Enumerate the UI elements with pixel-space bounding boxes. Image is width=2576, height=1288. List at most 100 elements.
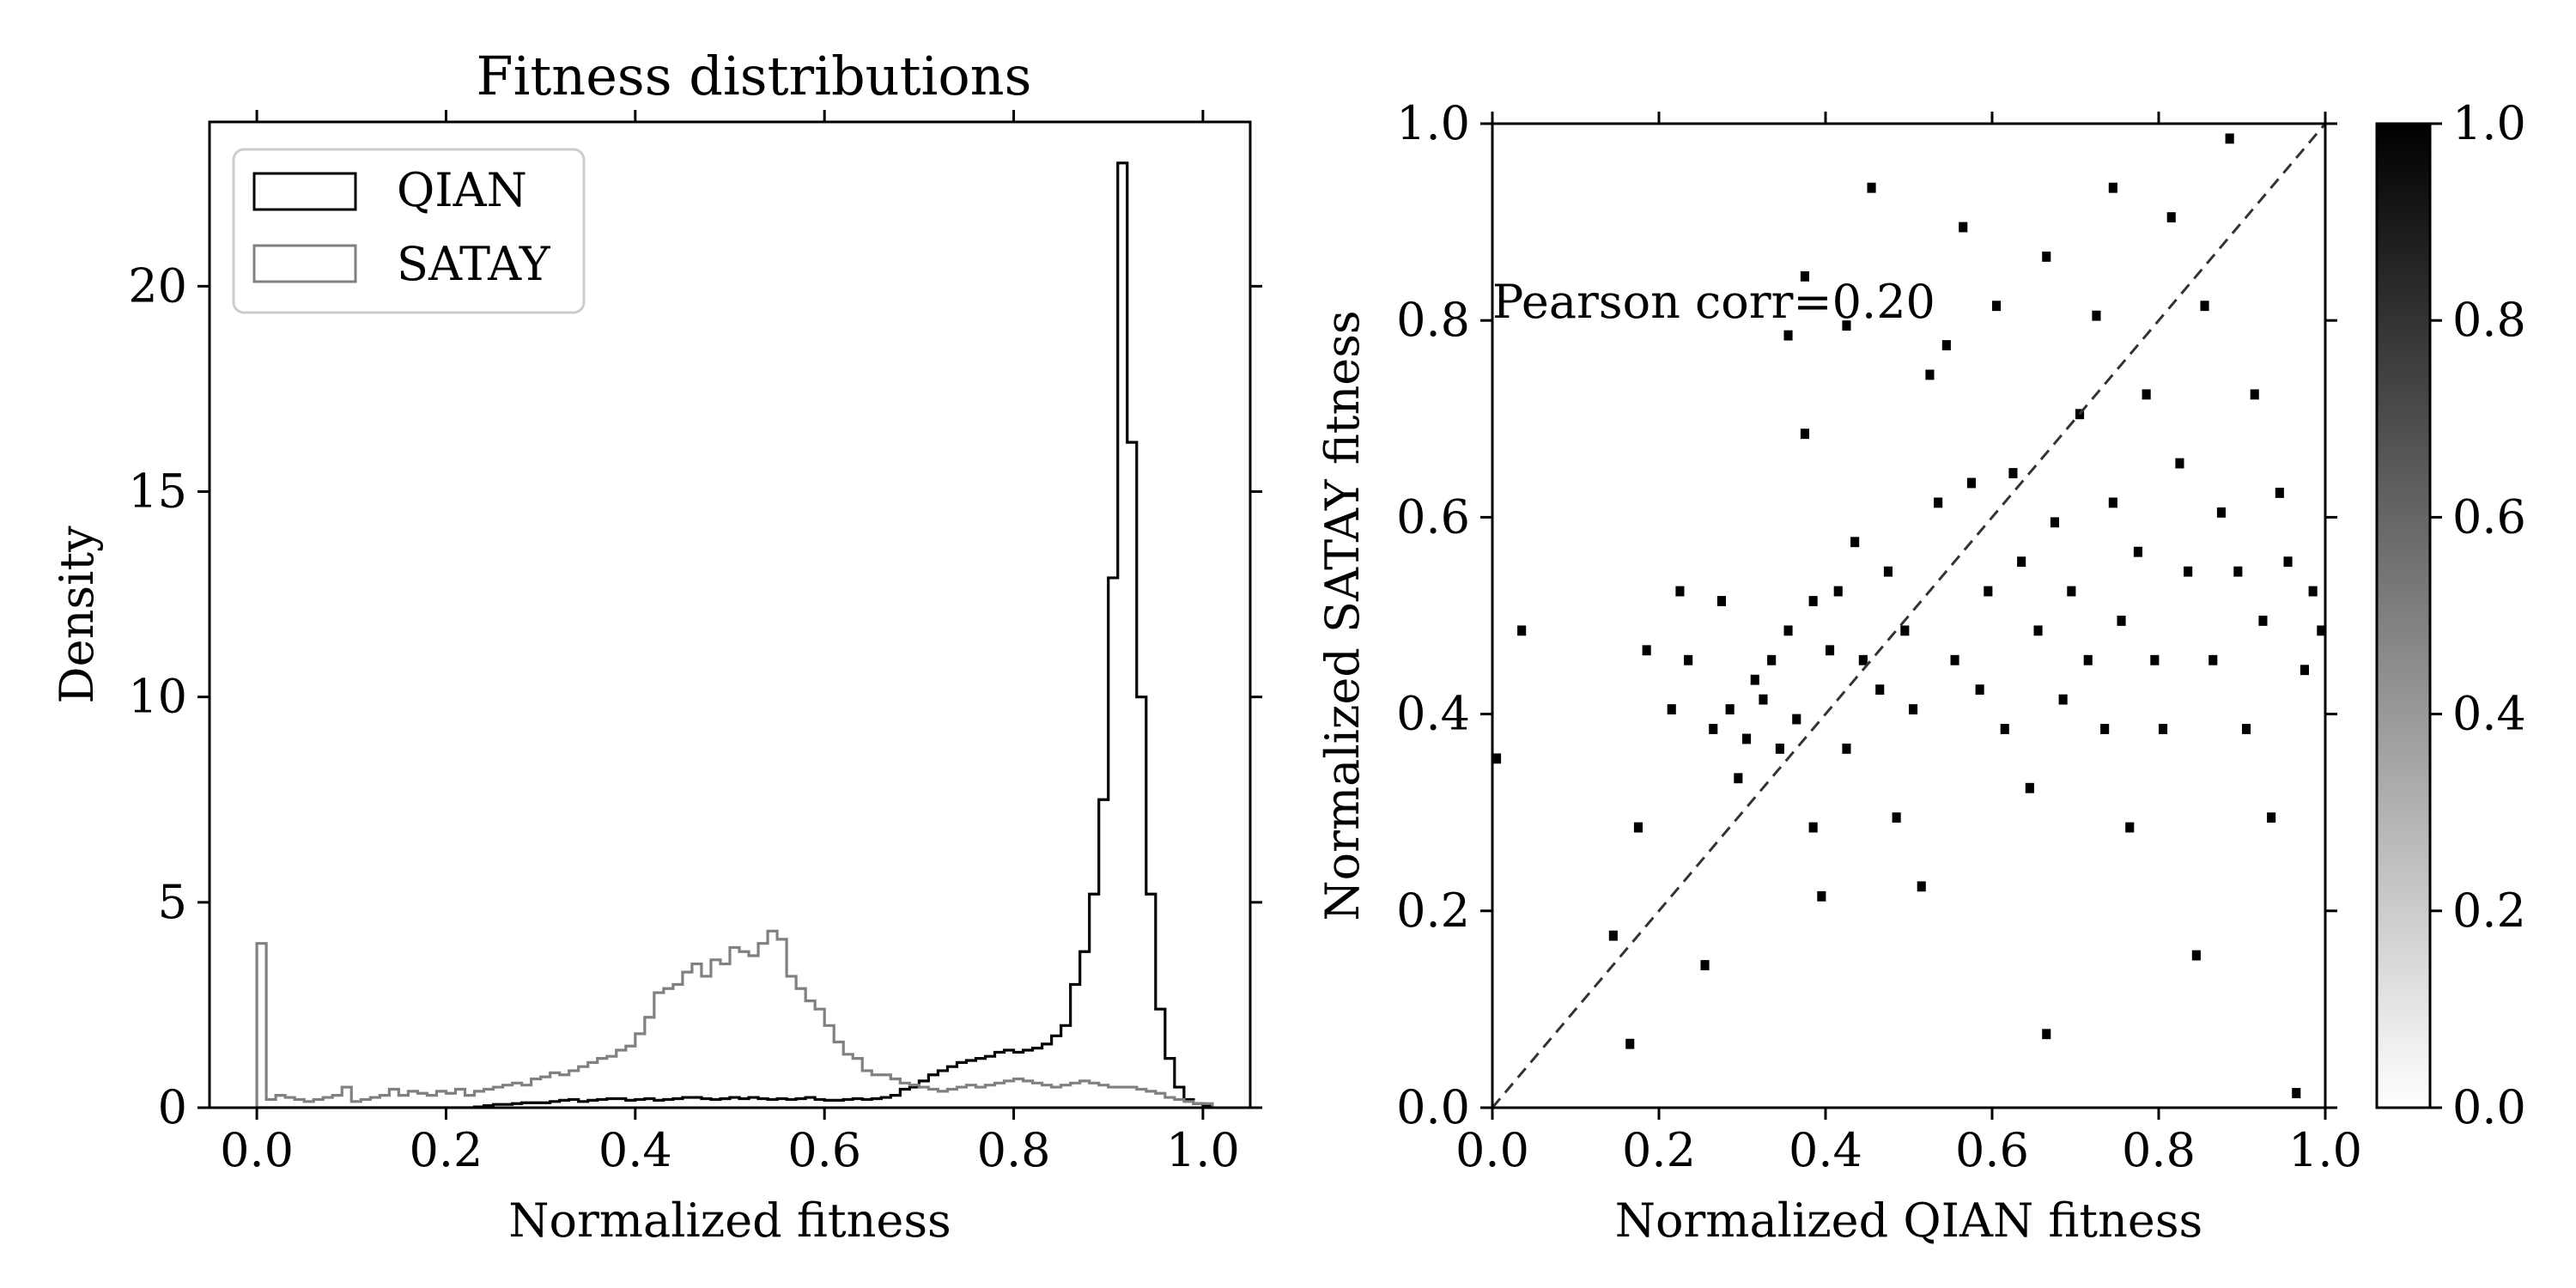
identity-reference-line: [1491, 123, 2327, 1109]
heatmap-cell: [1842, 320, 1851, 331]
heatmap-cell: [2250, 389, 2259, 400]
heatmap-cell: [1517, 625, 1527, 636]
heatmap-cell: [2100, 724, 2110, 734]
heatmap-cell: [2083, 654, 2093, 665]
heatmap-cell: [1608, 930, 1618, 941]
heatmap-cell: [1875, 684, 1885, 696]
histogram-y-tick-label: 10: [128, 670, 187, 724]
heatmap-cell: [2108, 182, 2117, 193]
heatmap-cell: [2050, 517, 2059, 528]
heatmap-cell: [1925, 369, 1935, 380]
heatmap-cell: [1759, 694, 1768, 705]
heatmap-cell: [1734, 773, 1743, 784]
heatmap-y-tick-label: 1.0: [1396, 96, 1470, 150]
heatmap-cell: [1800, 428, 1809, 440]
heatmap-x-tick-label: 0.8: [2122, 1123, 2196, 1177]
heatmap-cell: [2267, 812, 2276, 823]
histogram-plot-area: [208, 120, 1252, 1109]
legend-item-qian: QIAN: [252, 163, 527, 217]
colorbar-tick-label: 0.6: [2452, 489, 2526, 544]
heatmap-cell: [1633, 822, 1643, 833]
heatmap-cell: [1826, 645, 1835, 656]
heatmap-cell: [1941, 340, 1951, 350]
heatmap-cell: [1950, 654, 1959, 665]
heatmap-cell: [1909, 704, 1918, 714]
heatmap-y-label: Normalized SATAY fitness: [1315, 310, 1370, 920]
heatmap-cell: [1783, 625, 1793, 636]
legend-swatch-satay: [252, 244, 357, 283]
heatmap-cell: [1892, 812, 1901, 823]
heatmap-cell: [1842, 743, 1851, 754]
heatmap-cell: [2117, 616, 2126, 626]
heatmap-cell: [1800, 270, 1809, 282]
heatmap-y-tick-label: 0.6: [1396, 489, 1470, 544]
heatmap-cell: [1625, 1038, 1635, 1049]
heatmap-x-tick-label: 0.4: [1789, 1123, 1862, 1177]
heatmap-cell: [1959, 222, 1968, 233]
histogram-panel: Fitness distributions 0.0 0.2 0.4 0.6 0.8 1.0…: [50, 45, 1262, 1248]
heatmap-cell: [1917, 881, 1926, 892]
heatmap-cell: [1992, 301, 2002, 312]
heatmap-cell: [2017, 556, 2026, 568]
heatmap-cell: [1750, 674, 1759, 685]
heatmap-cell: [1792, 714, 1801, 725]
legend-item-satay: SATAY: [252, 237, 551, 291]
heatmap-cell: [1783, 330, 1793, 341]
heatmap-cell: [2033, 625, 2043, 636]
heatmap-cell: [2000, 724, 2009, 734]
heatmap-cell: [2317, 625, 2325, 636]
heatmap-cell: [1975, 684, 1984, 696]
heatmap-cells-group: [1492, 133, 2325, 1098]
histogram-legend: QIAN SATAY: [232, 148, 586, 314]
heatmap-cell: [2225, 133, 2234, 144]
legend-label-qian: QIAN: [397, 163, 527, 217]
heatmap-cell: [2191, 950, 2201, 961]
heatmap-cell: [1966, 477, 1976, 489]
heatmap-cell: [2258, 616, 2268, 626]
histogram-y-ticks: 0 5 10 15 20: [128, 258, 1262, 1134]
heatmap-cell: [2125, 822, 2135, 833]
heatmap-cell: [2008, 468, 2018, 478]
histogram-title: Fitness distributions: [477, 45, 1032, 107]
heatmap-y-tick-label: 0.2: [1396, 884, 1470, 938]
histogram-x-tick-label: 0.6: [787, 1123, 861, 1177]
histogram-y-tick-label: 5: [158, 875, 187, 929]
pearson-annotation: Pearson corr=0.20: [1492, 275, 1935, 329]
legend-label-satay: SATAY: [397, 237, 551, 291]
heatmap-cell: [2108, 497, 2117, 508]
heatmap-cell: [2242, 724, 2251, 734]
heatmap-cell: [1850, 537, 1860, 548]
heatmap-panel: Pearson corr=0.20 0.0 0.2 0.4 0.6 0.8 1.0 0.0…: [1315, 96, 2526, 1248]
heatmap-cell: [1700, 960, 1710, 970]
heatmap-cell: [1833, 586, 1843, 597]
histogram-x-tick-label: 0.8: [977, 1123, 1051, 1177]
heatmap-cell: [1858, 654, 1868, 665]
histogram-y-tick-label: 15: [128, 465, 187, 519]
heatmap-cell: [2092, 310, 2101, 321]
legend-frame: [232, 148, 586, 314]
heatmap-y-tick-label: 0.8: [1396, 293, 1470, 347]
heatmap-cell: [1984, 586, 1993, 597]
legend-swatch-qian: [252, 172, 357, 211]
heatmap-cell: [2300, 665, 2309, 676]
heatmap-cell: [2042, 1029, 2051, 1040]
histogram-x-ticks: 0.0 0.2 0.4 0.6 0.8 1.0: [220, 110, 1240, 1177]
heatmap-axes-frame: [1491, 122, 2327, 1109]
heatmap-x-label: Normalized QIAN fitness: [1615, 1194, 2203, 1248]
heatmap-cell: [1808, 822, 1818, 833]
histogram-x-tick-label: 0.4: [598, 1123, 672, 1177]
heatmap-cell: [1667, 704, 1676, 714]
colorbar-gradient: [2375, 122, 2432, 1109]
heatmap-cell: [2292, 1088, 2301, 1098]
heatmap-cell: [1900, 625, 1910, 636]
heatmap-y-tick-label: 0.0: [1396, 1080, 1470, 1134]
heatmap-cell: [1675, 586, 1685, 597]
histogram-y-tick-label: 20: [128, 258, 187, 313]
heatmap-cell: [2175, 458, 2184, 469]
heatmap-cell: [1808, 596, 1818, 606]
heatmap-cell: [2150, 654, 2160, 665]
heatmap-cell: [1883, 566, 1893, 577]
heatmap-cell: [1934, 497, 1943, 508]
heatmap-cell: [1642, 645, 1651, 656]
heatmap-cell: [2042, 251, 2051, 262]
